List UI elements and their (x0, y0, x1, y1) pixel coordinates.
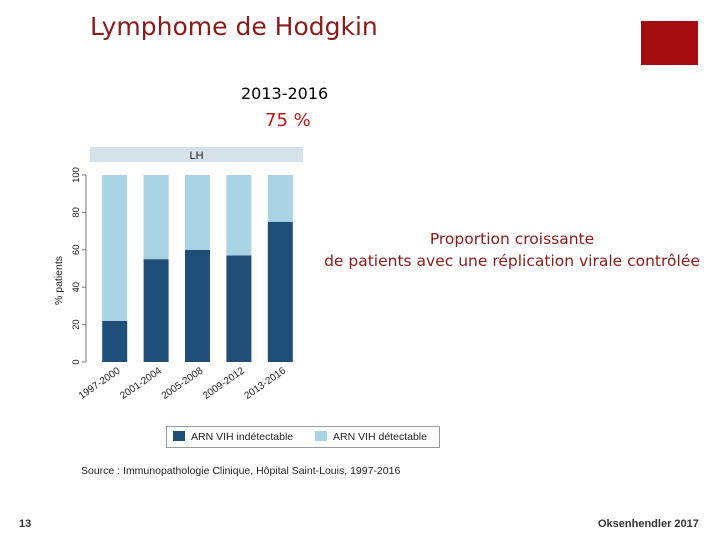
y-tick-label: 20 (71, 319, 82, 330)
legend-label-undetectable: ARN VIH indétectable (191, 431, 294, 443)
panel-header (90, 147, 303, 162)
bar-segment-undetectable (267, 221, 293, 362)
author-credit: Oksenhendler 2017 (598, 518, 699, 530)
bar-segment-detectable (226, 175, 252, 256)
panel-title: LH (189, 150, 203, 162)
bar-segment-undetectable (226, 255, 252, 362)
bar-segment-undetectable (102, 320, 128, 362)
legend-item-detectable: ARN VIH détectable (315, 431, 427, 443)
accent-square (641, 21, 698, 65)
source-citation: Source : Immunopathologie Clinique, Hôpi… (81, 465, 401, 477)
bar-segment-detectable (102, 175, 128, 321)
note-line-2: de patients avec une réplication virale … (324, 252, 700, 270)
percentage-highlight: 75 % (265, 110, 311, 131)
y-tick-label: 100 (71, 167, 82, 183)
x-tick-label: 1997-2000 (77, 365, 123, 402)
y-tick-label: 60 (71, 245, 82, 256)
chart-legend: ARN VIH indétectable ARN VIH détectable (166, 426, 440, 448)
page-number: 13 (19, 518, 32, 530)
proportion-note: Proportion croissante de patients avec u… (312, 228, 712, 272)
x-tick-label: 2013-2016 (243, 365, 289, 402)
legend-swatch-detectable (315, 431, 327, 441)
legend-item-undetectable: ARN VIH indétectable (173, 431, 293, 443)
y-axis-label: % patients (53, 256, 65, 305)
legend-swatch-undetectable (173, 431, 185, 441)
legend-label-detectable: ARN VIH détectable (333, 431, 427, 443)
x-tick-label: 2001-2004 (118, 365, 164, 402)
bar-segment-detectable (267, 175, 293, 222)
bar-segment-detectable (185, 175, 210, 250)
period-label: 2013-2016 (241, 84, 329, 103)
note-line-1: Proportion croissante (429, 230, 595, 248)
bar-segment-undetectable (143, 259, 169, 362)
y-tick-label: 40 (71, 282, 82, 293)
bar-segment-undetectable (185, 249, 210, 362)
slide-title: Lymphome de Hodgkin (90, 12, 378, 41)
x-tick-label: 2009-2012 (201, 365, 247, 402)
x-tick-label: 2005-2008 (160, 365, 206, 402)
y-tick-label: 0 (71, 359, 82, 364)
y-tick-label: 80 (71, 207, 82, 218)
bar-segment-detectable (143, 175, 169, 260)
